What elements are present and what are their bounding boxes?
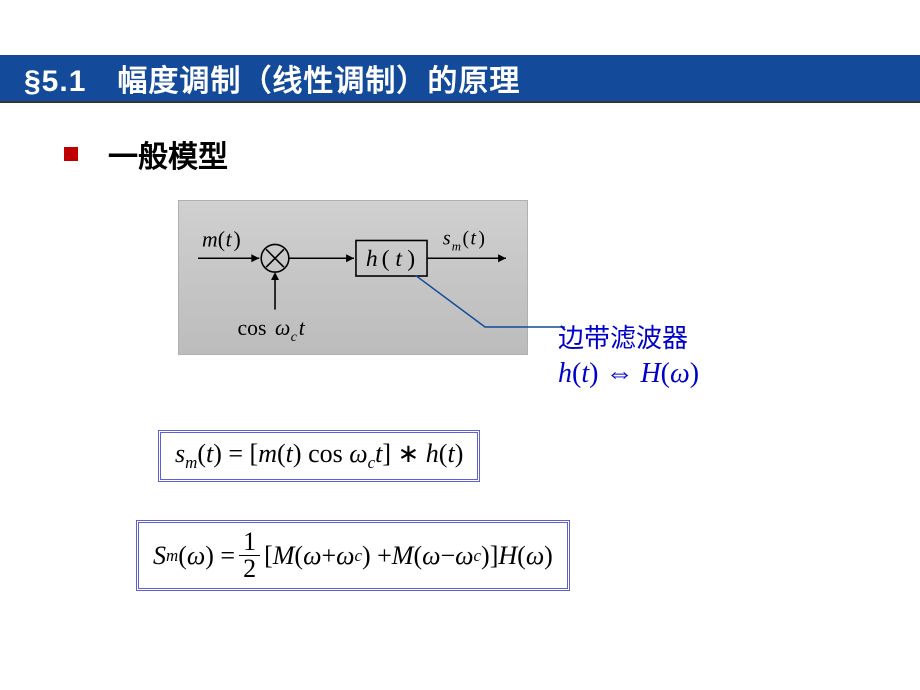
svg-text:cos: cos bbox=[238, 316, 267, 340]
filter-annotation: 边带滤波器 bbox=[558, 318, 688, 355]
svg-text:(: ( bbox=[463, 227, 470, 249]
bullet-row: 一般模型 bbox=[64, 132, 228, 176]
section-title: §5.1 幅度调制（线性调制）的原理 bbox=[24, 56, 520, 100]
svg-text:): ) bbox=[407, 246, 415, 272]
bullet-icon bbox=[64, 147, 78, 161]
svg-text:t: t bbox=[299, 316, 306, 340]
svg-text:h: h bbox=[366, 246, 378, 272]
block-diagram: m ( t ) h ( t ) s m ( t ) cos ω c t bbox=[178, 200, 528, 355]
svg-text:m: m bbox=[202, 227, 218, 251]
equation-freq-domain: Sm(ω) = 12 [M(ω + ωc) + M(ω − ωc)]H(ω) bbox=[136, 520, 570, 591]
svg-text:s: s bbox=[443, 227, 451, 249]
svg-text:t: t bbox=[395, 246, 403, 272]
svg-text:t: t bbox=[226, 227, 233, 251]
diagram-svg: m ( t ) h ( t ) s m ( t ) cos ω c t bbox=[179, 201, 527, 354]
svg-text:t: t bbox=[470, 227, 476, 249]
svg-text:m: m bbox=[452, 239, 461, 253]
svg-text:): ) bbox=[478, 227, 485, 249]
model-label: 一般模型 bbox=[108, 132, 228, 176]
equation-time-domain: sm(t) = [m(t) cos ωct] ∗ h(t) bbox=[158, 430, 480, 482]
fourier-pair: h(t) ⇔ H(ω) bbox=[558, 358, 699, 390]
svg-text:): ) bbox=[234, 227, 241, 251]
svg-text:(: ( bbox=[218, 227, 225, 251]
svg-text:(: ( bbox=[382, 246, 390, 272]
title-bar: §5.1 幅度调制（线性调制）的原理 bbox=[0, 55, 920, 103]
svg-text:c: c bbox=[291, 329, 297, 344]
svg-text:ω: ω bbox=[275, 316, 290, 340]
